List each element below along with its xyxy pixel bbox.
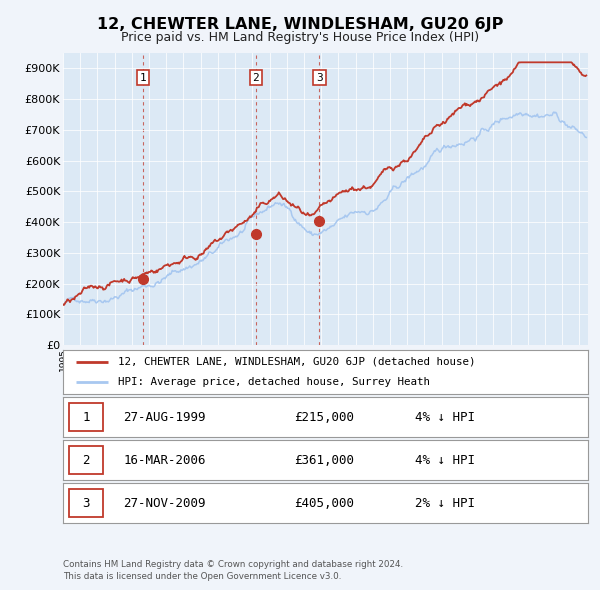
Text: £215,000: £215,000 xyxy=(294,411,354,424)
Text: 1: 1 xyxy=(140,73,146,83)
Text: Contains HM Land Registry data © Crown copyright and database right 2024.
This d: Contains HM Land Registry data © Crown c… xyxy=(63,560,403,581)
Text: 12, CHEWTER LANE, WINDLESHAM, GU20 6JP: 12, CHEWTER LANE, WINDLESHAM, GU20 6JP xyxy=(97,17,503,31)
Text: 2: 2 xyxy=(253,73,259,83)
Text: £405,000: £405,000 xyxy=(294,497,354,510)
Text: 2% ↓ HPI: 2% ↓ HPI xyxy=(415,497,475,510)
Text: HPI: Average price, detached house, Surrey Heath: HPI: Average price, detached house, Surr… xyxy=(118,377,430,387)
Text: 1: 1 xyxy=(83,411,90,424)
Text: 27-AUG-1999: 27-AUG-1999 xyxy=(124,411,206,424)
Text: 3: 3 xyxy=(316,73,323,83)
Text: 3: 3 xyxy=(83,497,90,510)
FancyBboxPatch shape xyxy=(70,403,103,431)
Text: £361,000: £361,000 xyxy=(294,454,354,467)
Text: 12, CHEWTER LANE, WINDLESHAM, GU20 6JP (detached house): 12, CHEWTER LANE, WINDLESHAM, GU20 6JP (… xyxy=(118,357,476,367)
Text: 2: 2 xyxy=(83,454,90,467)
Text: 4% ↓ HPI: 4% ↓ HPI xyxy=(415,411,475,424)
FancyBboxPatch shape xyxy=(70,489,103,517)
FancyBboxPatch shape xyxy=(70,446,103,474)
Text: 4% ↓ HPI: 4% ↓ HPI xyxy=(415,454,475,467)
Text: 27-NOV-2009: 27-NOV-2009 xyxy=(124,497,206,510)
Text: Price paid vs. HM Land Registry's House Price Index (HPI): Price paid vs. HM Land Registry's House … xyxy=(121,31,479,44)
Text: 16-MAR-2006: 16-MAR-2006 xyxy=(124,454,206,467)
